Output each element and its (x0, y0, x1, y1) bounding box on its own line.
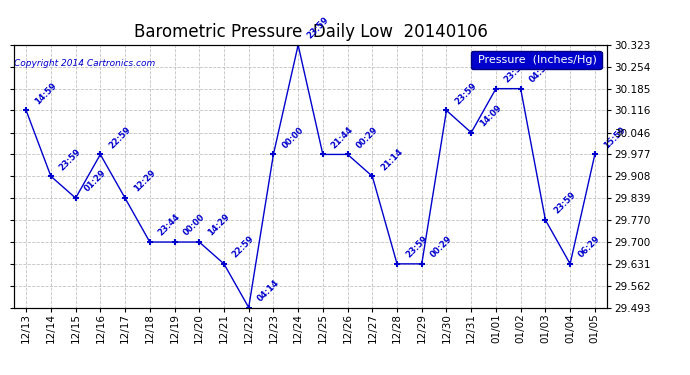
Pressure  (Inches/Hg) (393, 262, 401, 266)
Text: 23:59: 23:59 (552, 190, 578, 216)
Pressure  (Inches/Hg) (517, 86, 525, 91)
Line: Pressure  (Inches/Hg): Pressure (Inches/Hg) (23, 42, 598, 311)
Title: Barometric Pressure  Daily Low  20140106: Barometric Pressure Daily Low 20140106 (134, 22, 487, 40)
Text: 14:09: 14:09 (478, 103, 503, 129)
Text: 00:00: 00:00 (181, 213, 206, 238)
Pressure  (Inches/Hg) (72, 196, 80, 200)
Pressure  (Inches/Hg) (146, 240, 154, 244)
Text: 23:44: 23:44 (157, 213, 182, 238)
Text: 04:14: 04:14 (255, 278, 281, 303)
Text: 21:44: 21:44 (330, 125, 355, 150)
Pressure  (Inches/Hg) (269, 152, 277, 157)
Text: 22:59: 22:59 (231, 234, 256, 260)
Pressure  (Inches/Hg) (294, 43, 302, 47)
Text: 23:59: 23:59 (305, 16, 331, 41)
Pressure  (Inches/Hg) (591, 152, 599, 157)
Pressure  (Inches/Hg) (368, 174, 377, 178)
Pressure  (Inches/Hg) (220, 262, 228, 266)
Text: 21:14: 21:14 (380, 147, 404, 172)
Text: Copyright 2014 Cartronics.com: Copyright 2014 Cartronics.com (14, 58, 155, 68)
Text: 04:59: 04:59 (528, 59, 553, 84)
Pressure  (Inches/Hg) (170, 240, 179, 244)
Pressure  (Inches/Hg) (319, 152, 327, 157)
Text: 14:29: 14:29 (206, 213, 231, 238)
Pressure  (Inches/Hg) (417, 262, 426, 266)
Text: 00:29: 00:29 (428, 235, 454, 260)
Text: 23:59: 23:59 (503, 59, 528, 84)
Text: 12:29: 12:29 (132, 169, 157, 194)
Pressure  (Inches/Hg) (541, 217, 549, 222)
Pressure  (Inches/Hg) (492, 86, 500, 91)
Pressure  (Inches/Hg) (121, 196, 129, 200)
Text: 23:59: 23:59 (404, 234, 429, 260)
Text: 14:59: 14:59 (33, 81, 59, 106)
Pressure  (Inches/Hg) (344, 152, 352, 157)
Text: 00:29: 00:29 (355, 125, 380, 150)
Pressure  (Inches/Hg) (195, 240, 204, 244)
Text: 23:59: 23:59 (453, 81, 479, 106)
Pressure  (Inches/Hg) (22, 108, 30, 113)
Pressure  (Inches/Hg) (467, 130, 475, 135)
Pressure  (Inches/Hg) (47, 174, 55, 178)
Text: 01:29: 01:29 (83, 169, 108, 194)
Text: 23:59: 23:59 (58, 147, 83, 172)
Text: 22:59: 22:59 (107, 125, 132, 150)
Pressure  (Inches/Hg) (442, 108, 451, 113)
Pressure  (Inches/Hg) (244, 305, 253, 310)
Pressure  (Inches/Hg) (96, 152, 104, 157)
Pressure  (Inches/Hg) (566, 262, 574, 266)
Legend: Pressure  (Inches/Hg): Pressure (Inches/Hg) (471, 51, 602, 69)
Text: 06:29: 06:29 (577, 234, 602, 260)
Text: 15:59: 15:59 (602, 125, 627, 150)
Text: 00:00: 00:00 (280, 125, 306, 150)
